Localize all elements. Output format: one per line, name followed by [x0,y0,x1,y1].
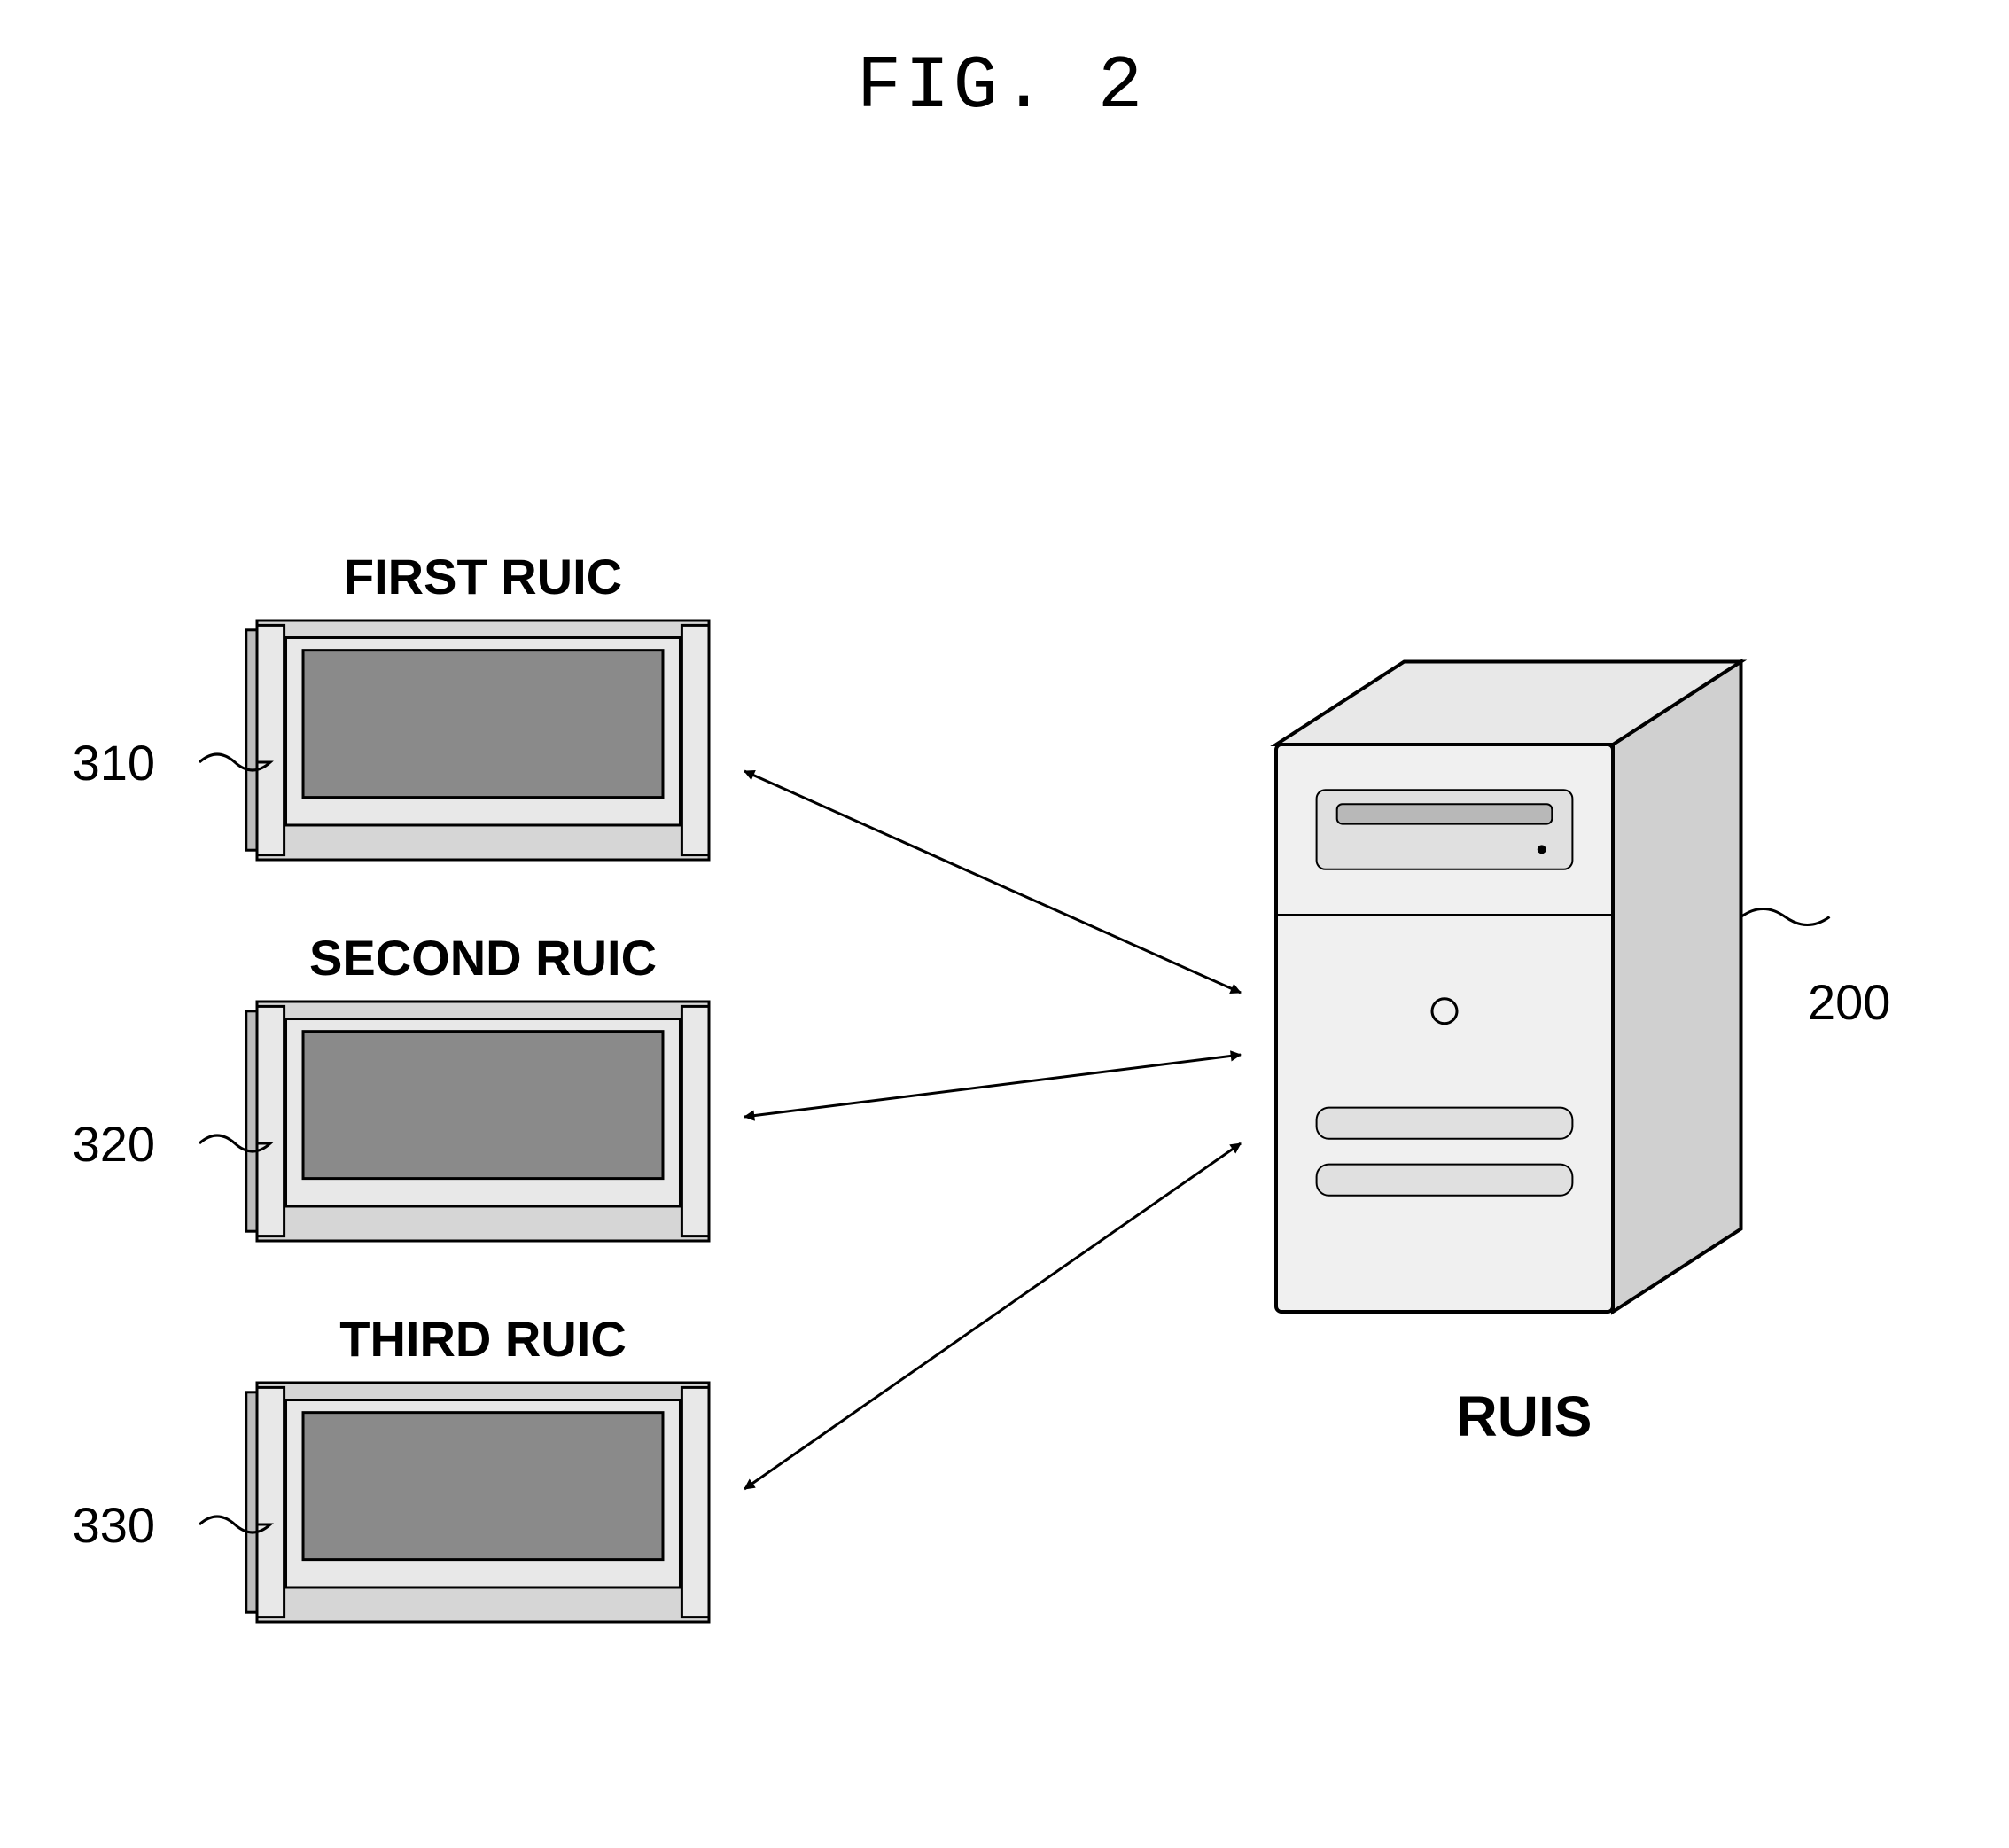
ruis-leader [1741,909,1830,925]
svg-text:FIG. 2: FIG. 2 [857,45,1146,129]
ruic-monitor [246,1002,709,1241]
client1-ref: 310 [73,735,155,791]
link-arrow-2 [744,1055,1241,1117]
client3-ref: 330 [73,1497,155,1553]
client3-label: THIRD RUIC [339,1311,627,1367]
ruis-server [1276,662,1741,1313]
ruis-label: RUIS [1457,1384,1592,1448]
ruic-monitor [246,1383,709,1622]
link-arrow-1 [744,771,1241,993]
client1-label: FIRST RUIC [344,549,622,604]
client2-label: SECOND RUIC [309,930,657,986]
client2-ref: 320 [73,1116,155,1172]
ruis-ref: 200 [1808,974,1890,1030]
ruic-monitor [246,620,709,860]
link-arrow-3 [744,1143,1241,1489]
